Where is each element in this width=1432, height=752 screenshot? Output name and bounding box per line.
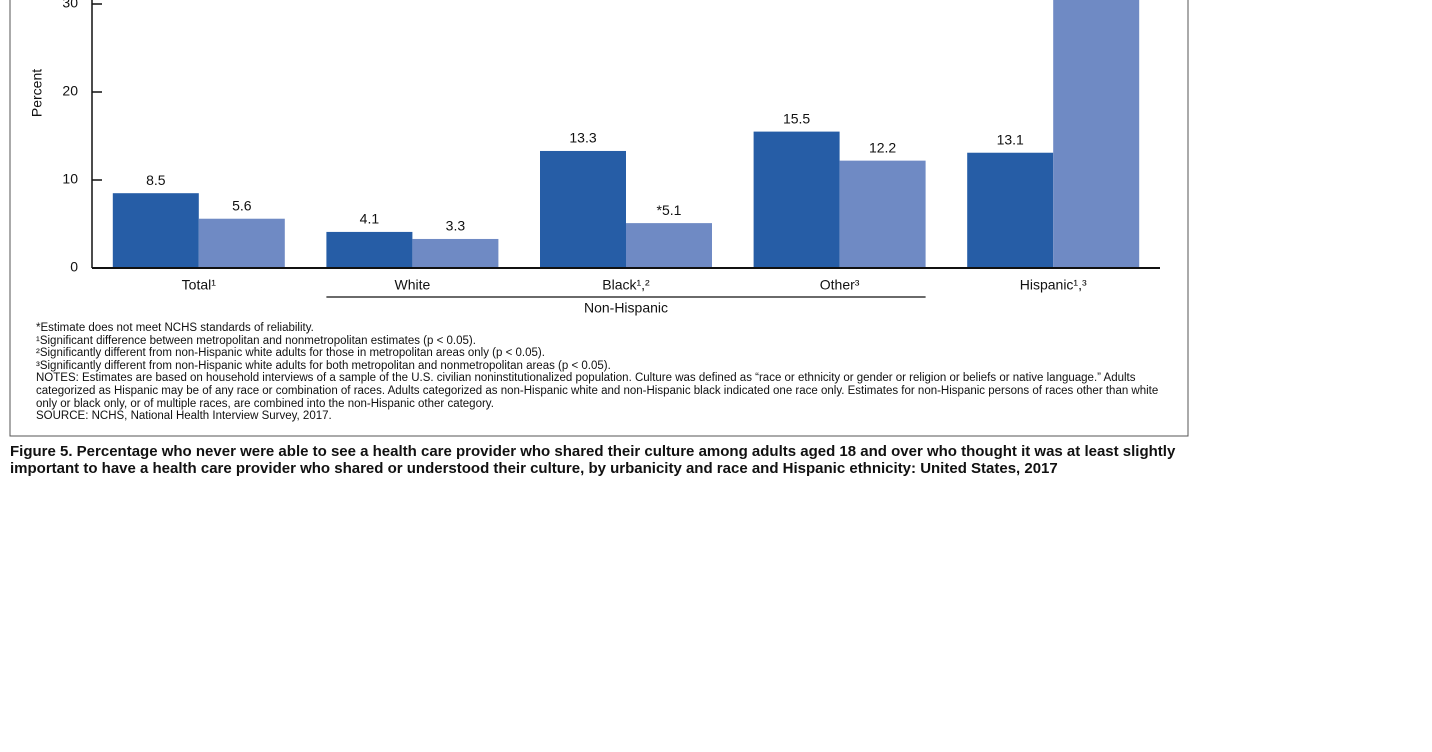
footnote: ³Significantly different from non-Hispan… — [36, 359, 611, 372]
value-label: 5.6 — [232, 197, 252, 213]
frame — [9, 0, 1189, 437]
value-label: 12.2 — [869, 139, 896, 155]
footnote: SOURCE: NCHS, National Health Interview … — [36, 410, 332, 423]
value-label: 13.1 — [997, 131, 1024, 147]
bar — [112, 193, 199, 268]
y-tick-label: 0 — [70, 259, 78, 275]
footnote: ²Significantly different from non-Hispan… — [36, 347, 545, 360]
bar — [198, 218, 285, 268]
bar — [967, 152, 1054, 268]
x-tick-label: Hispanic¹,³ — [1020, 277, 1087, 293]
footnote: ¹Significant difference between metropol… — [36, 334, 476, 347]
footnotes: *Estimate does not meet NCHS standards o… — [36, 322, 1171, 423]
bar — [326, 231, 413, 268]
value-label: 13.3 — [569, 130, 596, 146]
footnote: *Estimate does not meet NCHS standards o… — [36, 322, 314, 334]
value-label: *5.1 — [657, 202, 682, 218]
x-tick-label: White — [395, 277, 431, 293]
value-label: 4.1 — [360, 211, 380, 227]
x-tick-label: Other³ — [820, 277, 860, 293]
y-tick-label: 30 — [62, 0, 78, 11]
value-label: 15.5 — [783, 110, 810, 126]
bar — [1053, 0, 1140, 268]
value-label: 3.3 — [446, 218, 466, 234]
bar — [753, 131, 840, 268]
y-axis-label: Percent — [29, 69, 45, 117]
caption: Figure 5. Percentage who never were able… — [10, 443, 1176, 477]
bar — [626, 223, 712, 268]
x-tick-label: Total¹ — [182, 277, 217, 293]
bar — [839, 160, 926, 268]
bar — [412, 238, 499, 268]
footnote: NOTES: Estimates are based on household … — [36, 372, 1159, 410]
bar — [540, 150, 626, 268]
value-label: 8.5 — [146, 172, 166, 188]
group-label: Non-Hispanic — [584, 300, 668, 316]
x-tick-label: Black¹,² — [602, 277, 650, 293]
y-tick-label: 20 — [62, 83, 78, 99]
y-tick-label: 10 — [62, 171, 78, 187]
